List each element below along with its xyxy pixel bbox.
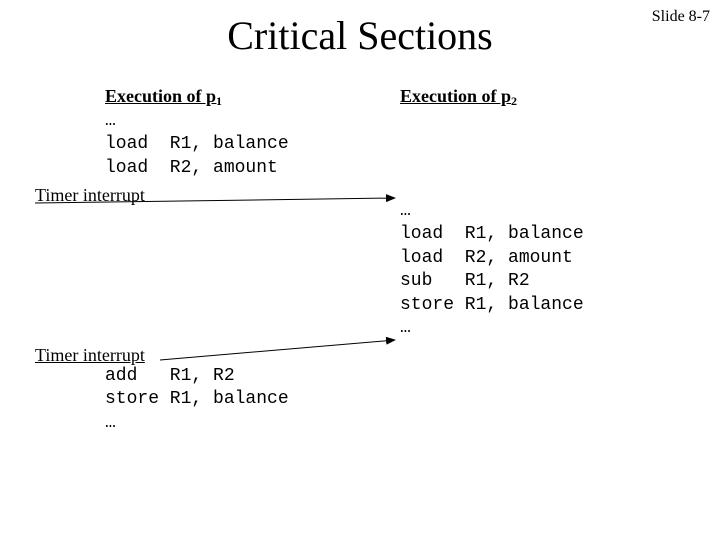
heading-p1: Execution of p1 <box>105 86 222 107</box>
code-p1-block1: … load R1, balance load R2, amount <box>105 110 289 180</box>
heading-p2-text: Execution of p <box>400 86 511 106</box>
arrow-2 <box>0 0 720 540</box>
heading-p1-sub: 1 <box>216 94 222 108</box>
code-p2-block: … load R1, balance load R2, amount sub R… <box>400 200 584 340</box>
code-p1-block2: add R1, R2 store R1, balance … <box>105 365 289 435</box>
heading-p1-text: Execution of p <box>105 86 216 106</box>
label-timer-interrupt-2: Timer interrupt <box>35 345 145 366</box>
heading-p2-sub: 2 <box>511 94 517 108</box>
heading-p2: Execution of p2 <box>400 86 517 107</box>
slide-title: Critical Sections <box>0 12 720 59</box>
arrow-1 <box>0 0 720 540</box>
label-timer-interrupt-1: Timer interrupt <box>35 185 145 206</box>
